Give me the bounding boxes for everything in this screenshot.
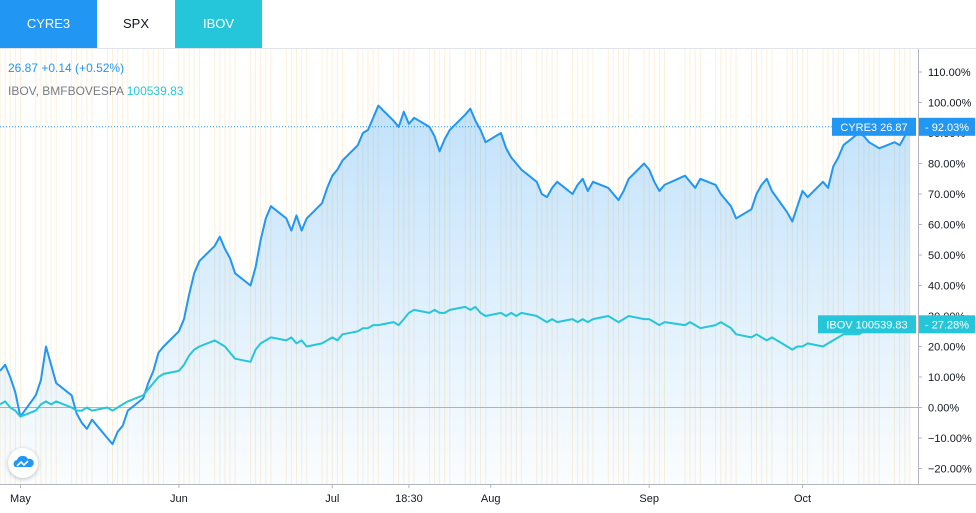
legend-ibov-name: IBOV, BMFBOVESPA (8, 84, 124, 98)
series-line-cyre3 (0, 104, 911, 446)
legend-ibov: IBOV, BMFBOVESPA 100539.83 (8, 84, 183, 98)
last-value-tag-text: - 92.03% (925, 122, 969, 134)
tradingview-logo[interactable] (8, 448, 38, 478)
y-tick-label: 0.00% (928, 403, 959, 415)
x-tick-label: 18:30 (395, 493, 423, 505)
y-tick-label: 40.00% (928, 281, 966, 293)
series-name-tag-bg (818, 315, 916, 334)
tabs-divider (0, 48, 976, 49)
y-tick-label: 20.00% (928, 342, 966, 354)
last-value-tag-cyre3: CYRE3 26.87 - 92.03% (832, 117, 975, 136)
series-name-tag-bg (832, 117, 916, 136)
legend-ibov-value: 100539.83 (126, 84, 184, 98)
symbol-tabs: CYRE3 SPX IBOV (0, 0, 262, 48)
x-tick-label: Jun (170, 493, 188, 505)
tab-cyre3[interactable]: CYRE3 (0, 0, 97, 48)
y-tick-label: 100.00% (928, 98, 972, 110)
time-axis: May Jun Jul 18:30 Aug Sep Oct (10, 484, 811, 505)
last-value-tag-ibov: IBOV 100539.83 - 27.28% (818, 315, 975, 334)
last-value-tag-bg (919, 315, 975, 334)
y-tick-label: −20.00% (928, 464, 972, 476)
y-tick-label: −10.00% (928, 433, 972, 445)
last-value-tag-text: - 27.28% (925, 319, 969, 331)
x-tick-label: Oct (794, 493, 811, 505)
series-name-tag-text: CYRE3 26.87 (840, 122, 907, 134)
x-tick-label: Sep (639, 493, 659, 505)
tradingview-cloud-icon (13, 455, 34, 467)
tab-spx[interactable]: SPX (97, 0, 175, 48)
legend-cyre3: 26.87 +0.14 (+0.52%) (8, 61, 125, 75)
x-tick-label: Jul (325, 493, 339, 505)
y-tick-label: 110.00% (928, 67, 971, 79)
y-tick-label: 70.00% (928, 189, 966, 201)
y-tick-label: 10.00% (928, 372, 966, 384)
last-value-tag-bg (919, 117, 975, 136)
x-tick-label: Aug (481, 493, 501, 505)
x-tick-label: May (10, 493, 31, 505)
series-line-ibov (0, 305, 911, 418)
y-tick-label: 60.00% (928, 220, 966, 232)
cyre3-area (0, 105, 910, 484)
y-tick-label: 50.00% (928, 250, 966, 262)
series-name-tag-text: IBOV 100539.83 (826, 319, 907, 331)
y-tick-label: 80.00% (928, 159, 966, 171)
tab-ibov[interactable]: IBOV (175, 0, 262, 48)
